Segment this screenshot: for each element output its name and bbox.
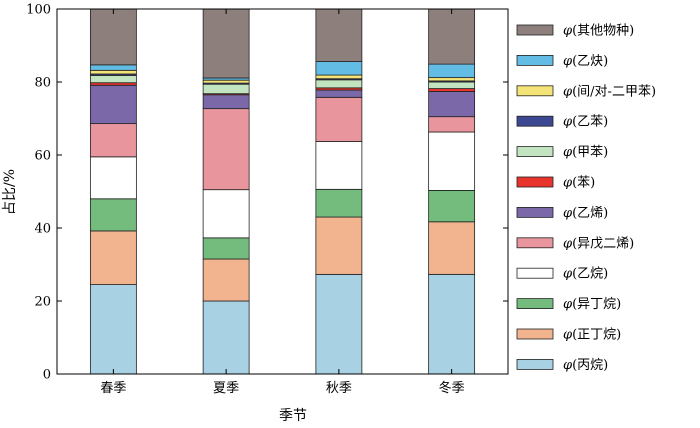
bar-segment (315, 79, 363, 89)
bar-segment (89, 284, 137, 375)
bar-segment (428, 77, 476, 82)
legend-swatch (516, 176, 554, 188)
y-tick-label: 0 (43, 368, 51, 383)
x-axis-title: 季节 (279, 408, 307, 424)
legend-swatch (516, 55, 554, 66)
legend-label: φ(间/对-二甲苯) (563, 84, 656, 99)
bar-segment (315, 273, 363, 375)
bar-segment (202, 189, 250, 239)
bar-segment (89, 156, 137, 200)
legend-swatch (516, 237, 554, 249)
y-axis-title: 占比/% (2, 169, 18, 215)
y-tick-label: 40 (34, 222, 51, 237)
bar-segment (428, 273, 476, 375)
bar-segment (428, 63, 476, 79)
legend-label: φ(正丁烷) (563, 328, 621, 343)
bar-segment (315, 96, 363, 142)
bar-segment (89, 64, 137, 71)
bar-segment (202, 108, 250, 191)
bar-segment (428, 81, 476, 89)
bar-segment (428, 221, 476, 275)
x-tick-label: 冬季 (439, 380, 465, 396)
legend-swatch (516, 328, 554, 340)
bar-segment (89, 84, 137, 125)
bar-segment (428, 88, 476, 92)
bar-segment (428, 8, 476, 65)
legend-label: φ(乙烯) (563, 206, 608, 221)
bar-segment (202, 8, 250, 79)
legend-swatch (516, 146, 554, 158)
legend-swatch (516, 267, 554, 279)
axes: 春季 夏季 秋季 冬季 0 20 40 60 80 100 (26, 3, 509, 396)
legend-label: φ(丙烷) (563, 358, 608, 373)
legend: φ(其他物种) φ(乙炔) φ(间/对-二甲苯) φ(乙苯) φ(甲苯) φ(苯) φ(乙烯… (516, 24, 656, 373)
legend-label: φ(其他物种) (563, 24, 634, 39)
bar-segment (428, 131, 476, 191)
bar-segment (89, 123, 137, 158)
legend-swatch (516, 298, 554, 310)
bar-segment (89, 8, 137, 66)
bar-segment (315, 141, 363, 190)
bar-segment (202, 258, 250, 302)
y-tick-label: 80 (34, 76, 51, 91)
legend-label: φ(乙炔) (563, 54, 608, 69)
bar-segment (89, 69, 137, 75)
bar-segment (202, 94, 250, 110)
legend-swatch (516, 115, 554, 127)
x-tick-label: 夏季 (213, 381, 239, 396)
legend-label: φ(异丁烷) (563, 297, 621, 312)
legend-swatch (516, 85, 554, 97)
bar-segment (202, 79, 250, 84)
y-tick-label: 20 (34, 295, 51, 310)
legend-swatch (516, 358, 554, 370)
y-tick-label: 60 (34, 149, 51, 164)
y-tick-label: 100 (26, 3, 51, 18)
bar-segment (202, 300, 250, 375)
legend-label: φ(乙烷) (563, 267, 608, 282)
bar-segment (89, 198, 137, 232)
bar-segment (89, 75, 137, 84)
bar-segment (315, 74, 363, 80)
legend-label: φ(甲苯) (563, 145, 608, 160)
legend-label: φ(异戊二烯) (563, 236, 634, 251)
plot-area (89, 8, 476, 375)
x-tick-label: 春季 (100, 381, 126, 396)
legend-swatch (516, 24, 554, 36)
bar-segment (315, 8, 363, 62)
bar-segment (202, 237, 250, 260)
bar-segment (428, 190, 476, 223)
bar-segment (428, 91, 476, 118)
x-tick-label: 秋季 (326, 381, 352, 396)
bar-segment (89, 230, 137, 285)
bar-segment (315, 216, 363, 275)
bar-segment (428, 116, 476, 133)
bar-segment (315, 188, 363, 218)
legend-swatch (516, 206, 554, 218)
bar-segment (315, 61, 363, 76)
bar-segment (315, 89, 363, 98)
legend-label: φ(苯) (563, 176, 595, 191)
plot-frame (56, 8, 509, 375)
legend-label: φ(乙苯) (563, 115, 608, 130)
bar-segment (202, 83, 250, 95)
